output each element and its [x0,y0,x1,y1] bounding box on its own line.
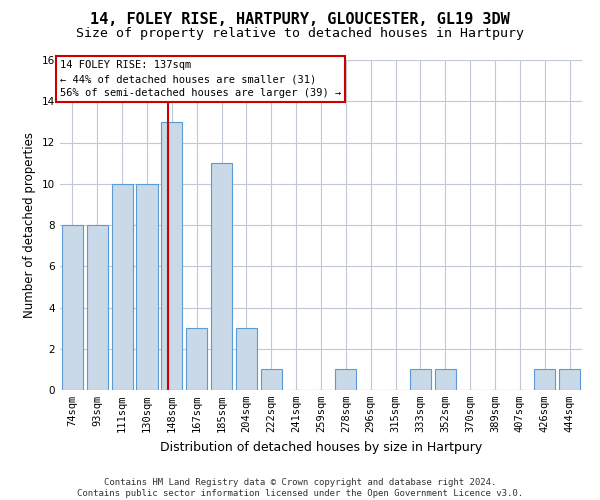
Y-axis label: Number of detached properties: Number of detached properties [23,132,37,318]
Bar [236,328,257,390]
Bar [136,184,158,390]
Bar [186,328,207,390]
Bar [559,370,580,390]
Text: Contains HM Land Registry data © Crown copyright and database right 2024.
Contai: Contains HM Land Registry data © Crown c… [77,478,523,498]
Bar [435,370,456,390]
Text: 14, FOLEY RISE, HARTPURY, GLOUCESTER, GL19 3DW: 14, FOLEY RISE, HARTPURY, GLOUCESTER, GL… [90,12,510,28]
Bar [261,370,282,390]
Text: Size of property relative to detached houses in Hartpury: Size of property relative to detached ho… [76,28,524,40]
Bar [161,122,182,390]
Bar [62,225,83,390]
Bar [534,370,555,390]
Bar [335,370,356,390]
Bar [112,184,133,390]
X-axis label: Distribution of detached houses by size in Hartpury: Distribution of detached houses by size … [160,440,482,454]
Text: 14 FOLEY RISE: 137sqm
← 44% of detached houses are smaller (31)
56% of semi-deta: 14 FOLEY RISE: 137sqm ← 44% of detached … [60,60,341,98]
Bar [410,370,431,390]
Bar [211,163,232,390]
Bar [87,225,108,390]
